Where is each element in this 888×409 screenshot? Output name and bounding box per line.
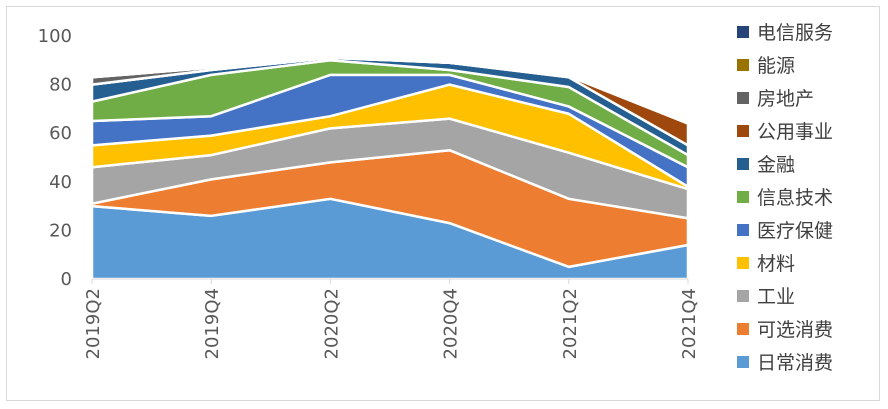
legend-label: 能源 <box>757 55 795 77</box>
legend-swatch <box>737 125 749 137</box>
y-tick-label: 40 <box>49 172 72 193</box>
x-tick-label: 2019Q4 <box>202 288 223 359</box>
y-tick-label: 60 <box>49 123 72 144</box>
area-series-group <box>90 55 690 281</box>
legend-label: 房地产 <box>757 88 814 110</box>
legend-label: 可选消费 <box>757 319 833 341</box>
legend-label: 日常消费 <box>757 352 833 374</box>
axes-group: 0 20 40 60 80 100 2019Q2 2019Q4 2020Q2 2020Q4 2021… <box>38 26 700 359</box>
legend-label: 材料 <box>757 253 795 275</box>
legend-swatch <box>737 26 749 38</box>
y-tick-label: 0 <box>61 269 72 290</box>
legend-swatch <box>737 356 749 368</box>
area-11 <box>90 55 690 125</box>
legend-swatch <box>737 224 749 236</box>
y-tick-label: 80 <box>49 75 72 96</box>
legend-swatch <box>737 92 749 104</box>
legend-label: 金融 <box>757 154 795 176</box>
x-tick-label: 2021Q2 <box>560 288 581 359</box>
legend-label: 电信服务 <box>757 22 833 44</box>
legend-label: 医疗保健 <box>757 220 833 242</box>
x-tick-label: 2020Q2 <box>321 288 342 359</box>
legend-label: 公用事业 <box>757 121 833 143</box>
legend-swatch <box>737 191 749 203</box>
legend-label: 信息技术 <box>757 187 833 209</box>
legend-swatch <box>737 158 749 170</box>
y-tick-label: 20 <box>49 220 72 241</box>
x-tick-label: 2019Q2 <box>83 288 104 359</box>
legend-label: 工业 <box>757 286 795 308</box>
y-tick-label: 100 <box>38 26 72 47</box>
legend-swatch <box>737 59 749 71</box>
x-tick-label: 2020Q4 <box>441 288 462 359</box>
legend-swatch <box>737 323 749 335</box>
legend-swatch <box>737 290 749 302</box>
legend-swatch <box>737 257 749 269</box>
x-tick-label: 2021Q4 <box>679 288 700 359</box>
